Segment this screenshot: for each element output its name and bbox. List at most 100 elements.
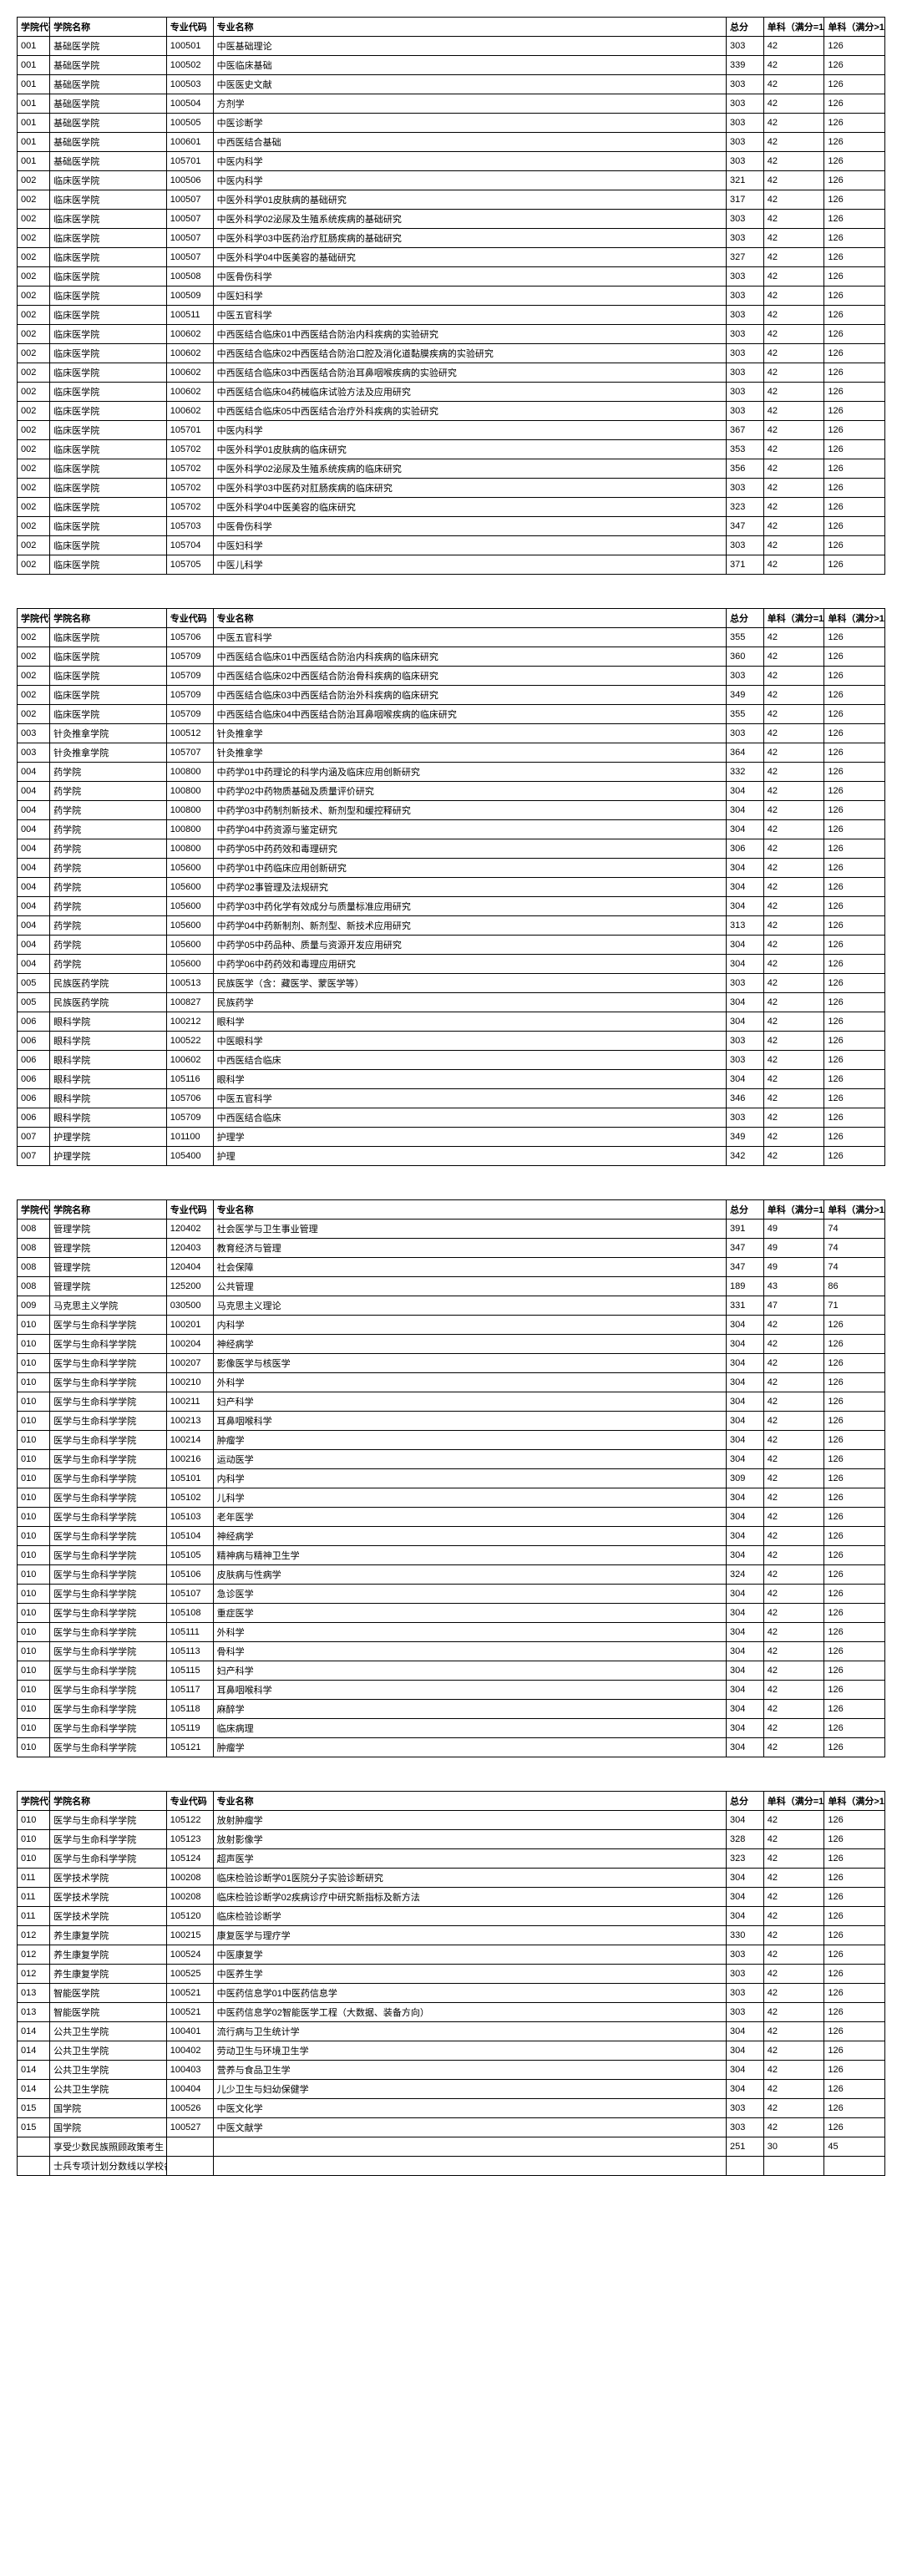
data-cell: 药学院: [50, 897, 167, 916]
data-cell: 126: [824, 820, 885, 839]
data-cell: 42: [763, 114, 824, 133]
header-cell: 单科（满分>100）: [824, 609, 885, 628]
data-cell: 126: [824, 705, 885, 724]
data-cell: 100521: [166, 1984, 213, 2003]
data-cell: 临床医学院: [50, 536, 167, 555]
data-cell: 公共卫生学院: [50, 2022, 167, 2041]
data-cell: 临床医学院: [50, 421, 167, 440]
data-cell: 126: [824, 1661, 885, 1681]
data-cell: 临床医学院: [50, 344, 167, 363]
data-cell: 药学院: [50, 763, 167, 782]
data-cell: 126: [824, 743, 885, 763]
data-cell: 100507: [166, 229, 213, 248]
table-row: 002临床医学院100602中西医结合临床04药械临床试验方法及应用研究3034…: [18, 383, 885, 402]
data-cell: 眼科学院: [50, 1051, 167, 1070]
data-cell: 中药学03中药化学有效成分与质量标准应用研究: [213, 897, 726, 916]
data-cell: 教育经济与管理: [213, 1239, 726, 1258]
data-cell: 公共卫生学院: [50, 2080, 167, 2099]
data-cell: 126: [824, 402, 885, 421]
data-cell: 42: [763, 344, 824, 363]
data-cell: 349: [727, 686, 764, 705]
data-cell: 347: [727, 1258, 764, 1277]
data-cell: 42: [763, 210, 824, 229]
data-cell: 342: [727, 1147, 764, 1166]
table-row: 010医学与生命科学学院100210外科学30442126: [18, 1373, 885, 1392]
data-cell: 001: [18, 114, 50, 133]
data-cell: 105103: [166, 1508, 213, 1527]
data-cell: 126: [824, 287, 885, 306]
data-cell: 105701: [166, 152, 213, 171]
data-cell: 002: [18, 647, 50, 667]
data-cell: 304: [727, 1070, 764, 1089]
data-cell: 养生康复学院: [50, 1945, 167, 1965]
data-cell: 临床医学院: [50, 287, 167, 306]
data-cell: 126: [824, 1431, 885, 1450]
table-row: 011医学技术学院105120临床检验诊断学30442126: [18, 1907, 885, 1926]
data-cell: 126: [824, 1888, 885, 1907]
table-row: 002临床医学院105709中西医结合临床02中西医结合防治骨科疾病的临床研究3…: [18, 667, 885, 686]
data-cell: 药学院: [50, 782, 167, 801]
data-cell: 神经病学: [213, 1335, 726, 1354]
data-cell: 42: [763, 1849, 824, 1869]
data-cell: 100507: [166, 248, 213, 267]
table-row: 006眼科学院100602中西医结合临床30342126: [18, 1051, 885, 1070]
data-cell: 105115: [166, 1661, 213, 1681]
data-cell: 享受少数民族照顾政策考生: [50, 2137, 167, 2157]
table-row: 006眼科学院100522中医眼科学30342126: [18, 1032, 885, 1051]
data-cell: 重症医学: [213, 1604, 726, 1623]
table-row: 002临床医学院100508中医骨伤科学30342126: [18, 267, 885, 287]
data-cell: 护理: [213, 1147, 726, 1166]
data-cell: 42: [763, 1926, 824, 1945]
data-cell: 015: [18, 2118, 50, 2137]
data-cell: 42: [763, 647, 824, 667]
data-cell: 临床医学院: [50, 647, 167, 667]
data-cell: 303: [727, 2118, 764, 2137]
data-cell: 126: [824, 517, 885, 536]
data-cell: 105108: [166, 1604, 213, 1623]
table-row: 002临床医学院100507中医外科学01皮肤病的基础研究31742126: [18, 190, 885, 210]
data-cell: 353: [727, 440, 764, 459]
data-cell: 126: [824, 1811, 885, 1830]
data-cell: 100513: [166, 974, 213, 993]
data-cell: 126: [824, 37, 885, 56]
data-cell: 105706: [166, 628, 213, 647]
data-cell: 126: [824, 1965, 885, 1984]
data-cell: 42: [763, 1412, 824, 1431]
data-cell: 42: [763, 190, 824, 210]
data-cell: 中西医结合临床01中西医结合防治内科疾病的实验研究: [213, 325, 726, 344]
data-cell: 364: [727, 743, 764, 763]
data-cell: 002: [18, 686, 50, 705]
data-cell: 医学与生命科学学院: [50, 1431, 167, 1450]
data-cell: 100211: [166, 1392, 213, 1412]
data-cell: 42: [763, 1869, 824, 1888]
data-cell: 323: [727, 498, 764, 517]
data-cell: 药学院: [50, 820, 167, 839]
table-row: 001基础医学院100504方剂学30342126: [18, 94, 885, 114]
table-row: 009马克思主义学院030500马克思主义理论3314771: [18, 1296, 885, 1316]
data-cell: 外科学: [213, 1623, 726, 1642]
data-cell: 002: [18, 190, 50, 210]
data-cell: 010: [18, 1431, 50, 1450]
data-cell: 42: [763, 248, 824, 267]
data-cell: 126: [824, 1830, 885, 1849]
data-cell: 临床医学院: [50, 363, 167, 383]
data-cell: 100201: [166, 1316, 213, 1335]
table-row: 013智能医学院100521中医药信息学01中医药信息学30342126: [18, 1984, 885, 2003]
data-cell: 42: [763, 267, 824, 287]
data-cell: 中医五官科学: [213, 1089, 726, 1108]
data-cell: 临床医学院: [50, 628, 167, 647]
data-cell: 010: [18, 1623, 50, 1642]
data-cell: 100602: [166, 325, 213, 344]
table-row: 010医学与生命科学学院105111外科学30442126: [18, 1623, 885, 1642]
data-cell: 医学与生命科学学院: [50, 1565, 167, 1585]
data-cell: 004: [18, 916, 50, 936]
data-cell: 医学与生命科学学院: [50, 1623, 167, 1642]
data-cell: 100403: [166, 2061, 213, 2080]
data-cell: 42: [763, 782, 824, 801]
table-row: 012养生康复学院100524中医康复学30342126: [18, 1945, 885, 1965]
data-cell: 临床医学院: [50, 267, 167, 287]
data-cell: 42: [763, 1585, 824, 1604]
table-row: 004药学院105600中药学02事管理及法规研究30442126: [18, 878, 885, 897]
data-cell: 105703: [166, 517, 213, 536]
data-cell: 012: [18, 1945, 50, 1965]
